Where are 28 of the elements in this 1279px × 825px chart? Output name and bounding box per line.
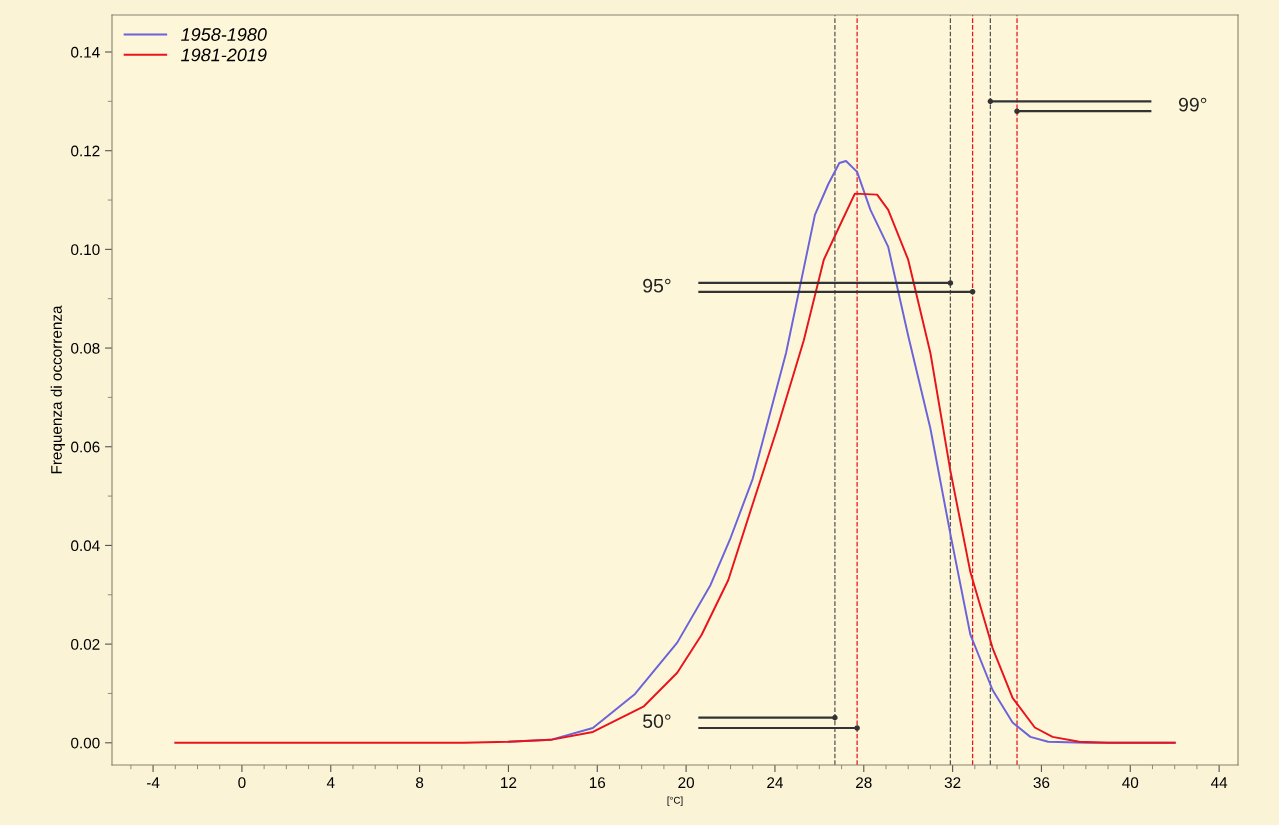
y-tick-label: 0.02 <box>71 638 100 650</box>
legend-label: 1981-2019 <box>181 48 267 62</box>
x-tick-label: -4 <box>146 777 160 788</box>
x-tick-label: 28 <box>856 777 872 789</box>
y-axis-title: Frequenza di occorrenza <box>50 305 65 474</box>
x-tick-label: 44 <box>1210 777 1228 788</box>
x-axis-title: [°C] <box>667 796 683 806</box>
y-tick-label: 0.08 <box>71 342 100 354</box>
x-tick-label: 8 <box>416 777 424 789</box>
x-tick-label: 20 <box>678 777 694 789</box>
y-tick-label: 0.04 <box>71 540 100 552</box>
y-tick-label: 0.12 <box>71 145 100 157</box>
x-tick-label: 36 <box>1033 777 1050 789</box>
y-tick-label: 0.00 <box>71 737 100 749</box>
x-tick-label: 40 <box>1122 777 1139 789</box>
x-tick-label: 32 <box>944 777 961 789</box>
annotation: 99° <box>1178 97 1207 112</box>
x-tick-label: 24 <box>767 777 783 788</box>
x-tick-label: 0 <box>238 777 246 789</box>
y-tick-label: 0.14 <box>71 46 100 58</box>
x-tick-label: 12 <box>501 777 517 788</box>
annotation: 50° <box>643 714 671 729</box>
y-tick-label: 0.06 <box>71 441 100 453</box>
annotation: 95° <box>643 278 671 293</box>
legend-label: 1958-1980 <box>181 28 267 41</box>
x-tick-label: 4 <box>326 777 335 788</box>
x-tick-label: 16 <box>589 777 606 789</box>
y-tick-label: 0.10 <box>71 244 100 256</box>
